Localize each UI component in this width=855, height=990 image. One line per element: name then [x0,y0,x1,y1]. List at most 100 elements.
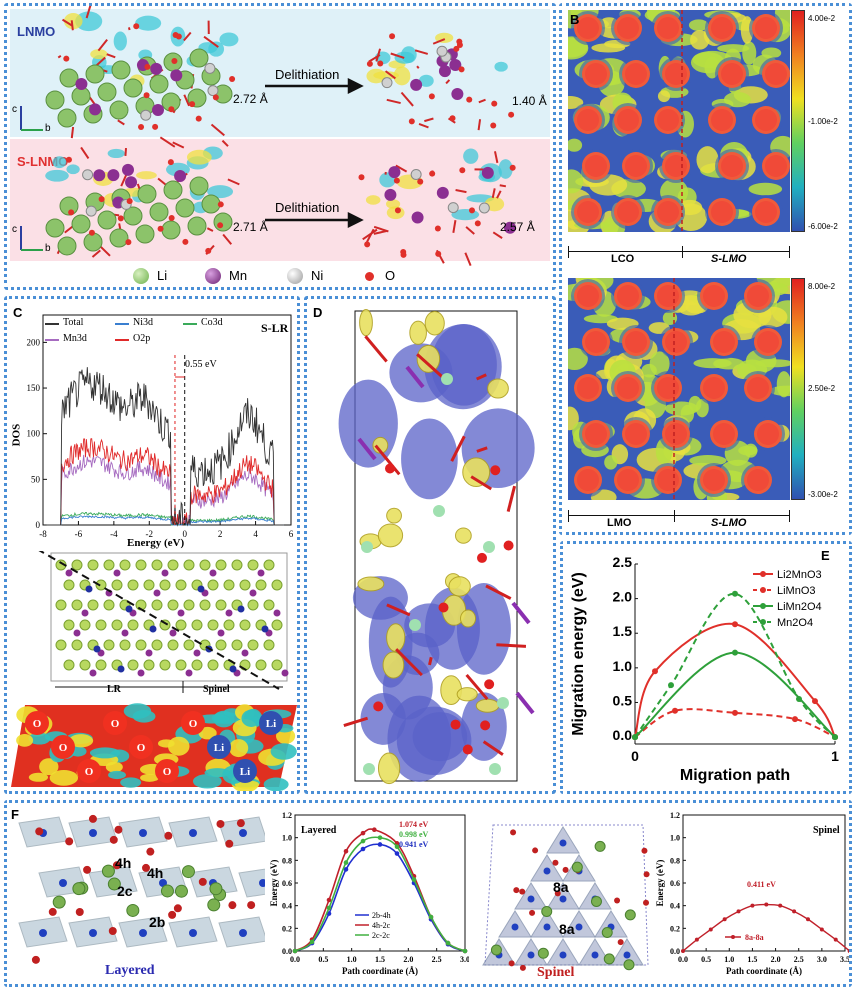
tm-atom [139,829,147,837]
field-patch [568,169,584,194]
charge-core [625,63,647,85]
o-atom [428,93,435,100]
dos-line-ni3d [46,515,284,526]
orbital-lobe [338,379,398,468]
colorbar-bottom-tick-1: 8.00e-2 [808,282,836,291]
lattice-ni [197,585,205,593]
dos-xtick-label: -8 [39,529,47,539]
bond [159,136,176,148]
o-atom [68,209,75,216]
lattice-atom [175,619,187,631]
series-line-Mn2O4 [634,592,836,738]
o-atom [490,122,497,129]
series-point-2b-4h [377,842,383,847]
lattice-atom [127,579,139,591]
colorbar-top-tick-1: 4.00e-2 [808,14,836,23]
lattice-mn [193,649,201,657]
o-atom [491,100,498,107]
legend-label-4h-2c: 4h-2c [372,921,391,930]
lattice-atom [239,579,251,591]
field-patch [688,395,702,412]
lattice-mn [153,589,161,597]
y-tick-label: 1.5 [613,623,633,639]
lattice-atom [175,659,187,671]
li-atom [213,212,233,232]
o-atom [466,96,473,103]
o-atom [358,174,365,181]
o-atom [456,38,463,45]
tm-atom [559,895,567,903]
o-atom [503,540,514,551]
dos-xtick-label: -4 [110,529,118,539]
li-atom [85,64,105,84]
series-line-Li2MnO3 [634,622,836,738]
axis-triad-bottom [20,226,43,251]
tm-atom [239,929,247,937]
lattice-atom [143,579,155,591]
charge-core [577,201,599,223]
bond [477,119,482,131]
series-point-8a-8a [694,937,699,942]
lattice-ni [261,625,269,633]
o-atom [373,701,384,712]
o-atom [617,939,624,946]
dos-chart: -8 -6 -4 -2 0 2 4 6 0 50 100 150 200 [27,314,294,539]
o-atom [175,33,182,40]
o-atom [434,225,441,232]
lattice-mn [177,609,185,617]
contour-patch [123,703,152,719]
lattice-label-spinel: Spinel [203,684,230,695]
mn-atom [384,188,397,201]
panel-c-label: C [13,305,23,320]
site-2c: 2c [117,883,133,899]
isosurface-blob [494,61,508,72]
charge-core [657,109,679,131]
o-atom [144,63,151,70]
lattice-mn [257,569,265,577]
lattice-atom [215,599,227,611]
series-point-2c-2c [360,838,366,844]
bond [221,139,229,147]
li-atom [601,926,613,938]
x-tick-label: 2.0 [771,955,781,964]
charge-core [755,17,777,39]
dos-ytick-label: 100 [27,429,41,439]
lattice-mn [249,589,257,597]
isosurface-blob [498,159,513,179]
lnmo-bond-left: 2.72 Å [233,92,268,106]
panel-d-label: D [313,305,323,320]
isosurface-blob [107,148,125,159]
li-atom [137,184,157,204]
y-tick-label: 1.2 [282,811,292,820]
lattice-atom [151,599,163,611]
charge-core [665,423,687,445]
isosurface-blob [393,66,411,86]
y-tick-label: 0.5 [613,692,633,708]
lattice-mn [121,629,129,637]
y-tick-label: 0.2 [670,924,680,933]
li-atom [163,180,183,200]
li-atom [201,194,221,214]
layered-caption: Layered [105,963,155,978]
contour-center [233,759,257,783]
spinel-structure [482,824,650,971]
orbital-structure [338,309,535,785]
charge-core [747,285,769,307]
li-atom [174,884,188,898]
x-axis-label: Migration path [680,767,790,784]
lattice-atom [167,599,179,611]
mn-bond [357,437,377,461]
o-atom [554,890,561,897]
bond [416,65,420,69]
isosurface-blob [219,32,239,47]
mn-atom [174,170,187,183]
field-patch [662,311,678,325]
series-point-8a-8a [708,927,713,932]
mn-atom [504,221,517,234]
field-patch [688,19,709,31]
mn-atom [75,78,88,91]
contour-label: O [111,718,120,730]
mn-atom [89,103,102,116]
series-point-2c-2c [326,905,332,911]
li-atom [409,619,421,631]
